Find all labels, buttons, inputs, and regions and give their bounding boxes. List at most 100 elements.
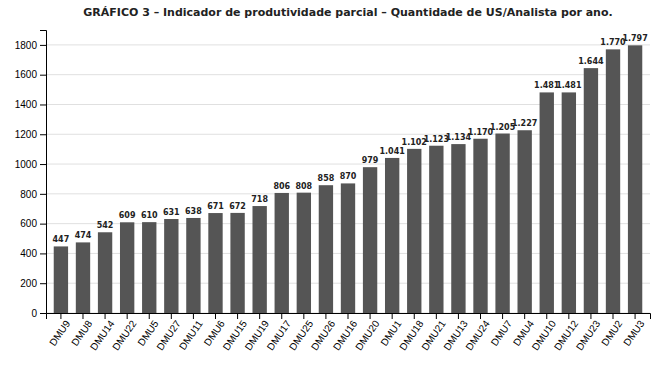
bar bbox=[208, 213, 222, 313]
tick-mark bbox=[193, 313, 194, 319]
bar bbox=[363, 167, 377, 313]
bar bbox=[275, 193, 289, 313]
tick-label: DMU20 bbox=[353, 318, 382, 352]
bar bbox=[341, 183, 355, 313]
data-label: 672 bbox=[229, 202, 246, 211]
axis-line bbox=[47, 314, 651, 320]
tick: DMU7 bbox=[489, 313, 515, 348]
tick: 600 bbox=[20, 218, 46, 229]
tick-mark bbox=[127, 313, 128, 319]
data-label: 474 bbox=[75, 231, 92, 240]
bar bbox=[319, 185, 333, 313]
tick: 0 bbox=[31, 308, 46, 319]
tick-mark bbox=[480, 313, 481, 319]
bar bbox=[142, 222, 156, 313]
tick: 400 bbox=[20, 248, 46, 259]
data-label: 1.041 bbox=[380, 147, 406, 156]
tick-mark bbox=[414, 313, 415, 319]
data-labels: 4474745426096106316386716727188068088588… bbox=[53, 34, 648, 244]
tick-mark bbox=[348, 313, 349, 319]
bar bbox=[164, 219, 178, 313]
tick-mark bbox=[237, 313, 238, 319]
tick: DMU9 bbox=[47, 313, 73, 348]
data-label: 631 bbox=[163, 208, 180, 217]
tick-mark bbox=[215, 313, 216, 319]
tick-mark bbox=[82, 313, 83, 319]
bar bbox=[584, 68, 598, 313]
tick: 800 bbox=[20, 189, 46, 200]
tick-label: DMU9 bbox=[47, 318, 73, 348]
tick-mark bbox=[370, 313, 371, 319]
tick: DMU24 bbox=[463, 313, 492, 352]
bar bbox=[252, 206, 266, 313]
tick-mark bbox=[524, 313, 525, 319]
tick: 1000 bbox=[15, 159, 46, 170]
tick-mark bbox=[546, 313, 547, 319]
tick: 200 bbox=[20, 278, 46, 289]
plot-area: 020040060080010001200140016001800DMU9DMU… bbox=[15, 31, 651, 353]
bar bbox=[385, 158, 399, 313]
tick-mark bbox=[590, 313, 591, 319]
tick-mark bbox=[40, 75, 46, 76]
bar bbox=[473, 139, 487, 313]
tick-mark bbox=[105, 313, 106, 319]
tick: DMU23 bbox=[574, 313, 603, 352]
data-label: 870 bbox=[340, 172, 357, 181]
data-label: 858 bbox=[318, 174, 335, 183]
tick-mark bbox=[325, 313, 326, 319]
data-label: 610 bbox=[141, 211, 158, 220]
tick: DMU20 bbox=[353, 313, 382, 352]
tick-label: DMU11 bbox=[177, 318, 205, 352]
tick: 1200 bbox=[15, 129, 46, 140]
data-label: 979 bbox=[362, 156, 379, 165]
tick-label: 200 bbox=[20, 278, 37, 289]
tick-mark bbox=[281, 313, 282, 319]
tick-mark bbox=[40, 104, 46, 105]
bar bbox=[429, 146, 443, 313]
tick-mark bbox=[40, 283, 46, 284]
bar bbox=[606, 49, 620, 313]
tick: DMU2 bbox=[599, 313, 625, 348]
bar bbox=[562, 92, 576, 313]
bar bbox=[98, 232, 112, 313]
bar bbox=[120, 222, 134, 313]
tick: 1400 bbox=[15, 99, 46, 110]
tick-mark bbox=[568, 313, 569, 319]
tick-mark bbox=[40, 224, 46, 225]
tick-mark bbox=[40, 253, 46, 254]
grid-line bbox=[46, 104, 650, 105]
tick-label: 1200 bbox=[15, 129, 38, 140]
tick-label: DMU23 bbox=[574, 318, 603, 352]
tick-mark bbox=[436, 313, 437, 319]
tick-mark bbox=[259, 313, 260, 319]
tick-label: 0 bbox=[31, 308, 37, 319]
tick-mark bbox=[149, 313, 150, 319]
tick-label: 1000 bbox=[15, 159, 38, 170]
data-label: 447 bbox=[53, 235, 70, 244]
tick: DMU3 bbox=[621, 313, 647, 348]
bar bbox=[54, 246, 68, 313]
data-label: 718 bbox=[251, 195, 268, 204]
tick-label: 400 bbox=[20, 248, 37, 259]
bar bbox=[451, 144, 465, 313]
tick-label: 600 bbox=[20, 218, 37, 229]
tick-mark bbox=[60, 313, 61, 319]
tick-label: DMU22 bbox=[110, 318, 139, 352]
tick-label: DMU2 bbox=[599, 318, 625, 348]
data-label: 1.797 bbox=[622, 34, 647, 43]
bar bbox=[230, 213, 244, 313]
tick-mark bbox=[171, 313, 172, 319]
bar bbox=[407, 149, 421, 313]
tick-mark bbox=[502, 313, 503, 319]
grid-line bbox=[46, 44, 650, 45]
tick-mark bbox=[392, 313, 393, 319]
tick-mark bbox=[40, 164, 46, 165]
tick-label: 800 bbox=[20, 189, 37, 200]
tick-label: DMU24 bbox=[463, 318, 492, 352]
grid bbox=[46, 45, 650, 313]
bar bbox=[297, 193, 311, 313]
tick: 1600 bbox=[15, 69, 46, 80]
tick-label: 1400 bbox=[15, 99, 38, 110]
tick: DMU11 bbox=[177, 313, 205, 352]
tick-mark bbox=[613, 313, 614, 319]
